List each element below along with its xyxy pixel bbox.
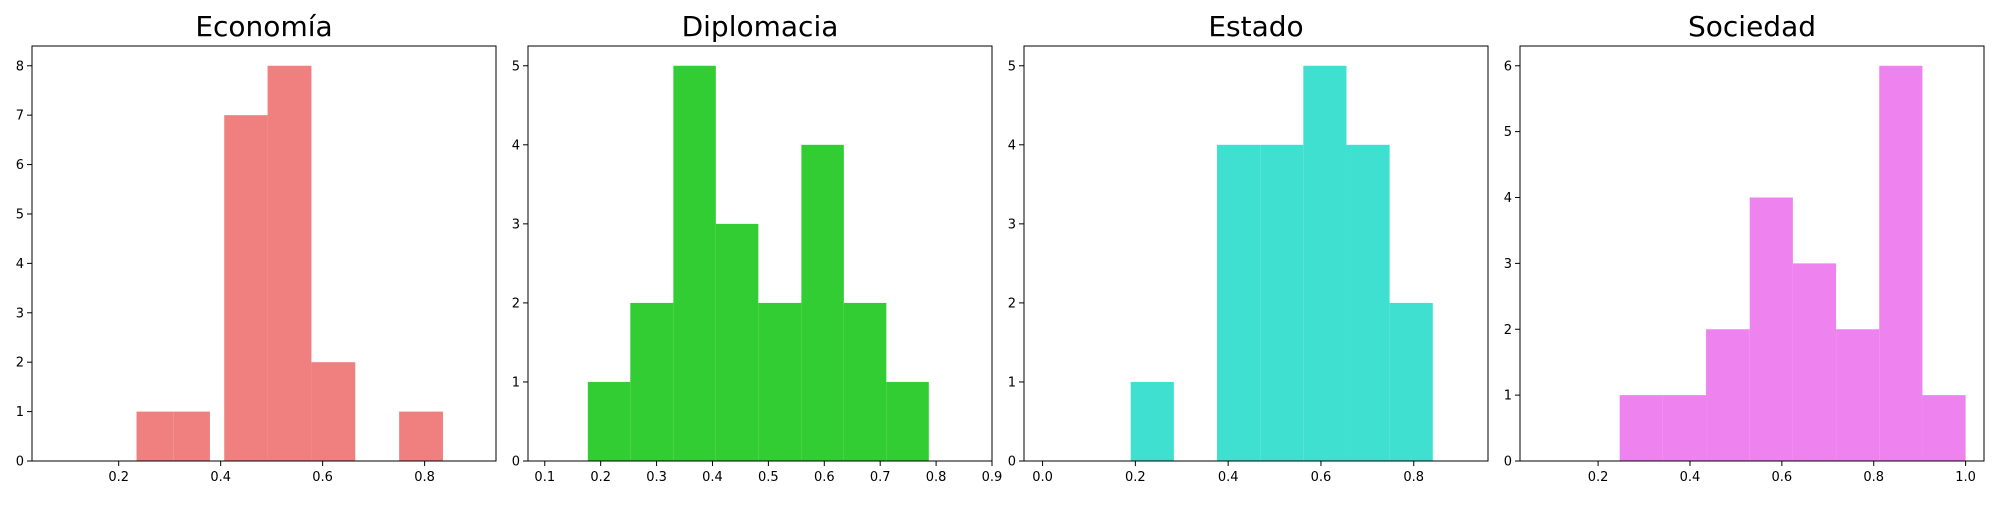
chart-title: Economía — [195, 10, 332, 43]
x-tick-label: 0.6 — [814, 470, 835, 485]
y-tick-label: 2 — [16, 356, 24, 371]
bar — [311, 362, 356, 461]
y-tick-label: 6 — [16, 158, 24, 173]
x-tick-label: 0.3 — [646, 470, 667, 485]
bar — [587, 381, 631, 461]
chart-title: Estado — [1208, 10, 1303, 43]
x-tick-label: 0.8 — [1403, 470, 1424, 485]
x-tick-label: 0.1 — [534, 470, 555, 485]
bar — [843, 302, 887, 461]
bar — [1389, 302, 1433, 461]
x-tick-label: 0.6 — [1311, 470, 1332, 485]
x-tick-label: 0.6 — [1772, 470, 1793, 485]
y-tick-label: 0 — [16, 455, 24, 470]
bar — [886, 381, 929, 461]
y-tick-label: 3 — [1504, 257, 1512, 272]
bar — [267, 65, 312, 461]
x-tick-label: 0.4 — [1218, 470, 1239, 485]
y-tick-label: 0 — [1504, 455, 1512, 470]
bar — [1749, 197, 1793, 461]
y-tick-label: 1 — [1504, 389, 1512, 404]
bar — [136, 411, 174, 461]
bar — [1260, 144, 1304, 462]
y-tick-label: 3 — [1008, 217, 1016, 232]
bar — [1922, 395, 1966, 461]
bar — [1303, 65, 1347, 461]
x-tick-label: 0.8 — [926, 470, 947, 485]
y-tick-label: 2 — [1504, 323, 1512, 338]
x-tick-label: 0.8 — [414, 470, 435, 485]
axes-frame — [31, 45, 497, 462]
panel-2: 0.1 0.2 0.3 0.4 0.5 0.6 0.7 0.8 0.9 0 1 2 3 4 5 Diploma… — [512, 10, 1003, 485]
y-tick-label: 1 — [1008, 375, 1016, 390]
bar — [173, 411, 210, 461]
y-tick-label: 4 — [1504, 191, 1512, 206]
x-tick-label: 1.0 — [1955, 470, 1976, 485]
bar — [1879, 65, 1923, 461]
x-tick-label: 0.7 — [870, 470, 891, 485]
axes-frame — [1023, 45, 1489, 462]
chart-title: Diplomacia — [682, 10, 839, 43]
panel-3: 0.0 0.2 0.4 0.6 0.8 0 1 2 3 4 5 Estado — [1008, 10, 1489, 485]
x-tick-label: 0.4 — [1680, 470, 1701, 485]
panel-4: 0.2 0.4 0.6 0.8 1.0 0 1 2 3 4 5 6 Sociedad — [1504, 10, 1985, 485]
y-tick-label: 5 — [1008, 59, 1016, 74]
bar — [1346, 144, 1390, 462]
bar — [1836, 329, 1880, 461]
y-tick-label: 0 — [512, 455, 520, 470]
y-tick-label: 4 — [16, 257, 24, 272]
y-tick-label: 4 — [512, 138, 520, 153]
x-tick-label: 0.2 — [1588, 470, 1609, 485]
bar — [801, 144, 844, 462]
bar — [1662, 395, 1707, 461]
axes-frame — [527, 45, 993, 462]
x-tick-label: 0.4 — [702, 470, 723, 485]
panel-1: 0.2 0.4 0.6 0.8 0 1 2 3 4 5 6 7 8 Economía — [16, 10, 497, 485]
y-tick-label: 2 — [1008, 296, 1016, 311]
bar — [224, 115, 268, 462]
chart-title: Sociedad — [1688, 10, 1816, 43]
bar — [399, 411, 443, 461]
bar — [1706, 329, 1750, 461]
y-tick-label: 0 — [1008, 455, 1016, 470]
y-tick-label: 4 — [1008, 138, 1016, 153]
x-tick-label: 0.2 — [590, 470, 611, 485]
bar — [630, 302, 674, 461]
y-tick-label: 5 — [1504, 125, 1512, 140]
bar — [715, 223, 759, 461]
bar — [758, 302, 802, 461]
y-tick-label: 7 — [16, 109, 24, 124]
y-tick-label: 2 — [512, 296, 520, 311]
axes-frame — [1519, 45, 1985, 462]
y-tick-label: 8 — [16, 59, 24, 74]
x-tick-label: 0.5 — [758, 470, 779, 485]
y-tick-label: 3 — [512, 217, 520, 232]
bar — [1130, 381, 1174, 461]
x-tick-label: 0.4 — [210, 470, 231, 485]
y-tick-label: 1 — [16, 405, 24, 420]
y-tick-label: 5 — [512, 59, 520, 74]
x-tick-label: 0.9 — [982, 470, 1003, 485]
bar — [1217, 144, 1261, 462]
x-tick-label: 0.0 — [1032, 470, 1053, 485]
y-tick-label: 1 — [512, 375, 520, 390]
y-tick-label: 3 — [16, 306, 24, 321]
y-tick-label: 6 — [1504, 59, 1512, 74]
x-tick-label: 0.2 — [1125, 470, 1146, 485]
x-tick-label: 0.6 — [312, 470, 333, 485]
x-tick-label: 0.2 — [108, 470, 129, 485]
x-tick-label: 0.8 — [1863, 470, 1884, 485]
y-tick-label: 5 — [16, 207, 24, 222]
bar — [673, 65, 716, 461]
bar — [1792, 263, 1837, 461]
bar — [1619, 395, 1663, 461]
